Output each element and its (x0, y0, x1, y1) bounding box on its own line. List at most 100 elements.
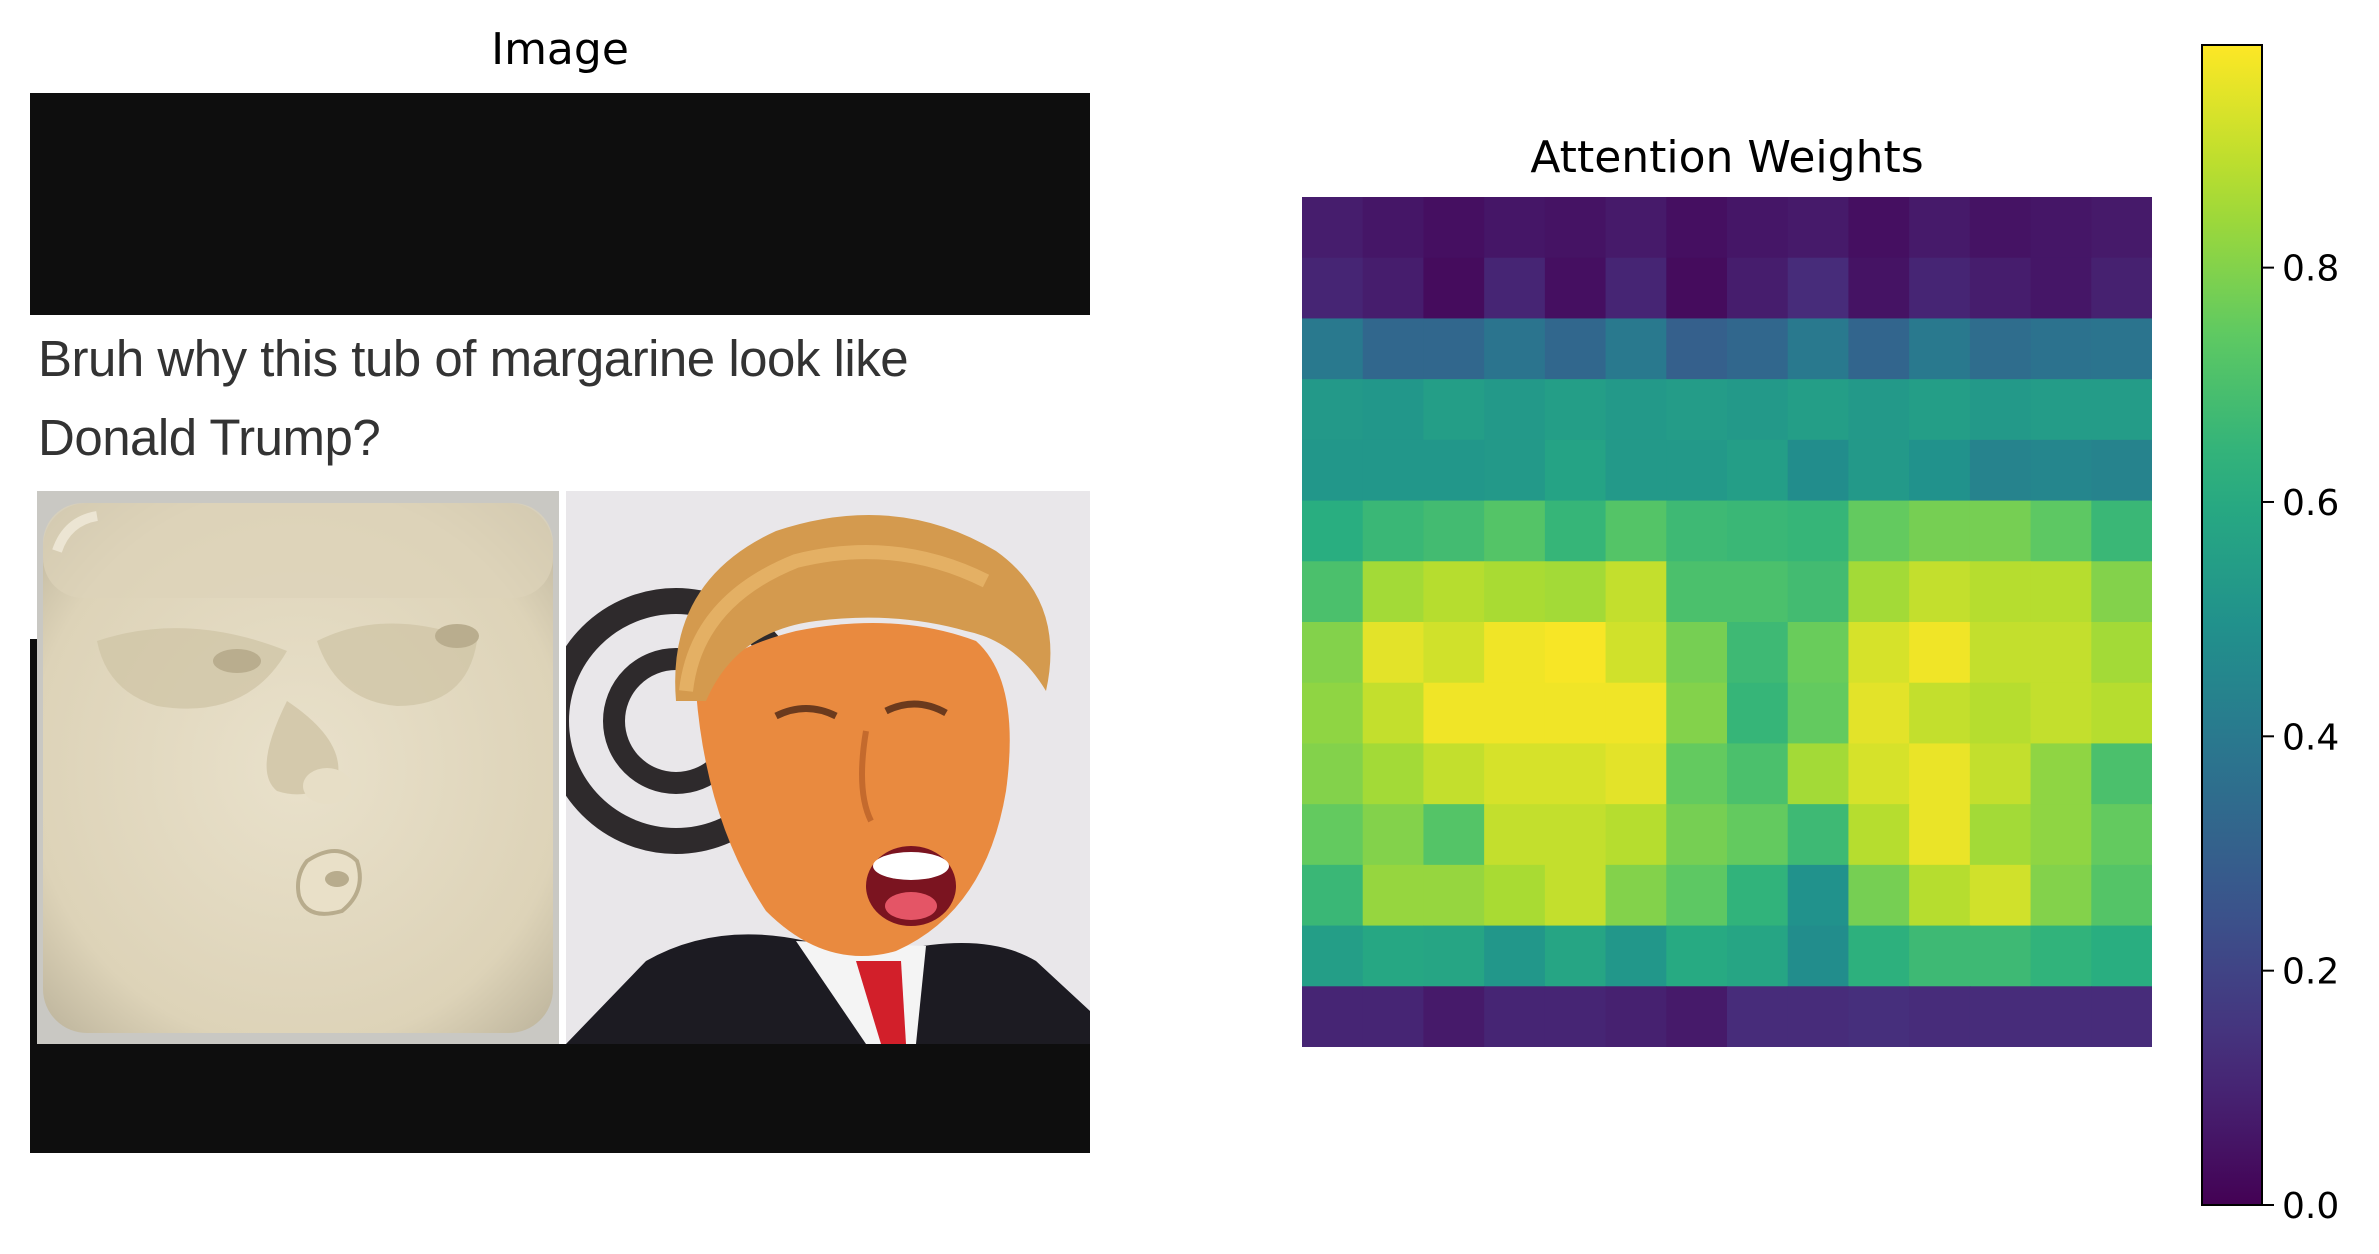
heatmap-cell-r13-c0 (1302, 986, 1364, 1047)
heatmap-cell-r7-c12 (2030, 622, 2092, 684)
heatmap-cell-r9-c5 (1605, 743, 1667, 805)
heatmap-cell-r0-c4 (1544, 197, 1607, 259)
heatmap-cell-r1-c11 (1969, 257, 2032, 320)
heatmap-cell-r5-c2 (1423, 500, 1485, 562)
heatmap-cell-r7-c7 (1727, 622, 1789, 684)
heatmap-cell-r12-c10 (1909, 925, 1971, 987)
heatmap-cell-r0-c12 (2030, 197, 2092, 259)
heatmap-cell-r8-c10 (1909, 682, 1971, 745)
heatmap-cell-r6-c13 (2091, 561, 2152, 623)
heatmap-cell-r6-c1 (1362, 561, 1425, 623)
heatmap-cell-r9-c0 (1302, 743, 1364, 805)
heatmap-cell-r3-c0 (1302, 379, 1364, 441)
heatmap-cell-r13-c8 (1787, 986, 1850, 1047)
heatmap-cell-r10-c13 (2091, 804, 2152, 866)
heatmap-cell-r7-c6 (1666, 622, 1728, 684)
heatmap-cell-r12-c0 (1302, 925, 1364, 987)
heatmap-cell-r6-c4 (1544, 561, 1607, 623)
heatmap-cell-r7-c5 (1605, 622, 1667, 684)
heatmap-cell-r2-c3 (1484, 318, 1546, 380)
heatmap-cell-r12-c1 (1362, 925, 1425, 987)
person-photo (566, 491, 1090, 1044)
heatmap-cell-r3-c8 (1787, 379, 1850, 441)
heatmap-cell-r7-c4 (1544, 622, 1607, 684)
heatmap-cell-r13-c7 (1727, 986, 1789, 1047)
heatmap-cell-r0-c2 (1423, 197, 1485, 259)
heatmap-cell-r0-c10 (1909, 197, 1971, 259)
heatmap-cell-r11-c1 (1362, 864, 1425, 927)
heatmap-cell-r11-c0 (1302, 864, 1364, 927)
heatmap-cell-r6-c12 (2030, 561, 2092, 623)
heatmap-cell-r6-c6 (1666, 561, 1728, 623)
heatmap-cell-r4-c0 (1302, 439, 1364, 502)
heatmap-cell-r10-c6 (1666, 804, 1728, 866)
heatmap-cell-r4-c13 (2091, 439, 2152, 502)
heatmap-cell-r3-c9 (1848, 379, 1910, 441)
heatmap-cell-r7-c13 (2091, 622, 2152, 684)
heatmap-cell-r4-c1 (1362, 439, 1425, 502)
heatmap-cell-r10-c4 (1544, 804, 1607, 866)
heatmap-cell-r0-c11 (1969, 197, 2032, 259)
heatmap-cell-r1-c10 (1909, 257, 1971, 320)
heatmap-cell-r10-c3 (1484, 804, 1546, 866)
heatmap-cell-r2-c7 (1727, 318, 1789, 380)
heatmap-cell-r3-c11 (1969, 379, 2032, 441)
heatmap-cell-r2-c9 (1848, 318, 1910, 380)
colorbar: 0.0 0.2 0.4 0.6 0.8 (2201, 44, 2339, 1227)
heatmap-cell-r5-c13 (2091, 500, 2152, 562)
heatmap-cell-r12-c6 (1666, 925, 1728, 987)
meme-image: Bruh why this tub of margarine look like… (30, 93, 1090, 1153)
heatmap-cell-r2-c4 (1544, 318, 1607, 380)
heatmap-cell-r9-c4 (1544, 743, 1607, 805)
heatmap-cell-r7-c9 (1848, 622, 1910, 684)
heatmap-cell-r9-c3 (1484, 743, 1546, 805)
heatmap-cell-r10-c1 (1362, 804, 1425, 866)
heatmap-cell-r3-c3 (1484, 379, 1546, 441)
colorbar-tick-label: 0.2 (2282, 952, 2339, 993)
heatmap-cell-r2-c5 (1605, 318, 1667, 380)
heatmap-cell-r3-c12 (2030, 379, 2092, 441)
heatmap-cell-r6-c5 (1605, 561, 1667, 623)
heatmap-cell-r5-c7 (1727, 500, 1789, 562)
heatmap-cell-r7-c1 (1362, 622, 1425, 684)
heatmap-cell-r2-c8 (1787, 318, 1850, 380)
heatmap-cell-r7-c11 (1969, 622, 2032, 684)
margarine-tub-photo (37, 491, 559, 1044)
heatmap-cell-r5-c0 (1302, 500, 1364, 562)
heatmap-cell-r0-c0 (1302, 197, 1364, 259)
heatmap-cell-r10-c7 (1727, 804, 1789, 866)
heatmap-cell-r13-c11 (1969, 986, 2032, 1047)
heatmap-cell-r0-c7 (1727, 197, 1789, 259)
heatmap-cell-r1-c8 (1787, 257, 1850, 320)
heatmap-cell-r12-c5 (1605, 925, 1667, 987)
heatmap-cell-r12-c7 (1727, 925, 1789, 987)
heatmap-cell-r13-c12 (2030, 986, 2092, 1047)
heatmap-cell-r13-c2 (1423, 986, 1485, 1047)
heatmap-cell-r13-c1 (1362, 986, 1425, 1047)
heatmap-cell-r11-c10 (1909, 864, 1971, 927)
heatmap-cell-r8-c1 (1362, 682, 1425, 745)
heatmap-cell-r10-c12 (2030, 804, 2092, 866)
heatmap-cell-r11-c11 (1969, 864, 2032, 927)
colorbar-gradient (2201, 44, 2263, 1206)
heatmap-cell-r0-c3 (1484, 197, 1546, 259)
heatmap-cell-r8-c2 (1423, 682, 1485, 745)
heatmap-cell-r8-c4 (1544, 682, 1607, 745)
heatmap-cell-r0-c8 (1787, 197, 1850, 259)
heatmap-cell-r6-c9 (1848, 561, 1910, 623)
heatmap-cell-r13-c5 (1605, 986, 1667, 1047)
heatmap-cell-r4-c5 (1605, 439, 1667, 502)
heatmap-cell-r6-c0 (1302, 561, 1364, 623)
heatmap-cell-r3-c13 (2091, 379, 2152, 441)
heatmap-cell-r11-c9 (1848, 864, 1910, 927)
heatmap-cell-r1-c2 (1423, 257, 1485, 320)
heatmap-cell-r8-c8 (1787, 682, 1850, 745)
heatmap-cell-r12-c4 (1544, 925, 1607, 987)
heatmap-cell-r9-c8 (1787, 743, 1850, 805)
heatmap-cell-r9-c7 (1727, 743, 1789, 805)
heatmap-cell-r9-c2 (1423, 743, 1485, 805)
heatmap-cell-r2-c2 (1423, 318, 1485, 380)
heatmap-cell-r5-c4 (1544, 500, 1607, 562)
heatmap-cell-r6-c7 (1727, 561, 1789, 623)
heatmap-cell-r9-c1 (1362, 743, 1425, 805)
